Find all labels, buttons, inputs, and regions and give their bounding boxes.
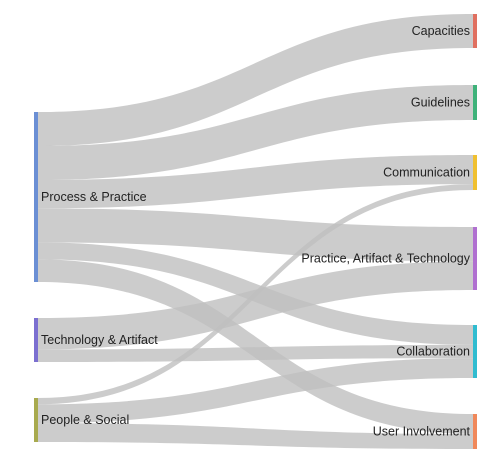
- link-people-and-social-to-collaboration: [38, 358, 473, 424]
- node-technology-and-artifact: [34, 318, 38, 362]
- link-process-and-practice-to-user-involvement: [38, 259, 473, 434]
- node-label-technology-and-artifact: Technology & Artifact: [41, 333, 158, 347]
- link-technology-and-artifact-to-practice-artifact-and-technology: [38, 261, 473, 350]
- link-process-and-practice-to-communication: [38, 155, 473, 209]
- link-people-and-social-to-user-involvement: [38, 423, 473, 449]
- node-label-collaboration: Collaboration: [396, 345, 470, 359]
- node-label-user-involvement: User Involvement: [373, 425, 471, 439]
- label-layer: Process & Practice Technology & Artifact P…: [41, 24, 471, 439]
- node-label-practice-artifact-and-technology: Practice, Artifact & Technology: [301, 252, 470, 266]
- link-process-and-practice-to-capacities: [38, 14, 473, 146]
- link-people-and-social-to-communication: [38, 184, 473, 405]
- node-process-and-practice: [34, 112, 38, 282]
- node-label-guidelines: Guidelines: [411, 96, 470, 110]
- node-label-process-and-practice: Process & Practice: [41, 190, 147, 204]
- node-capacities: [473, 14, 477, 48]
- node-layer: [34, 14, 477, 449]
- node-user-involvement: [473, 414, 477, 449]
- link-process-and-practice-to-practice-artifact-and-technology: [38, 208, 473, 262]
- node-label-capacities: Capacities: [412, 24, 470, 38]
- node-guidelines: [473, 85, 477, 120]
- node-label-people-and-social: People & Social: [41, 413, 129, 427]
- link-technology-and-artifact-to-collaboration: [38, 344, 473, 362]
- node-practice-artifact-and-technology: [473, 227, 477, 290]
- node-communication: [473, 155, 477, 190]
- link-process-and-practice-to-guidelines: [38, 85, 473, 180]
- node-collaboration: [473, 325, 477, 378]
- node-people-and-social: [34, 398, 38, 442]
- node-label-communication: Communication: [383, 166, 470, 180]
- link-layer: [38, 14, 473, 449]
